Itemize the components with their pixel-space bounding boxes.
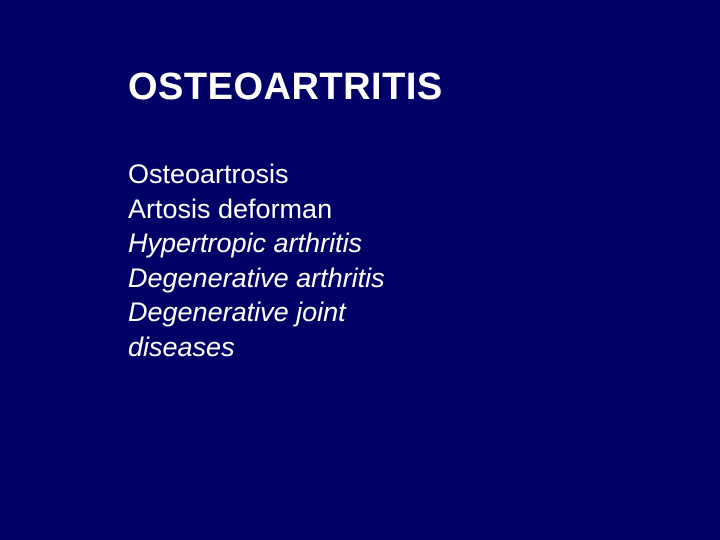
body-line-3: Degenerative arthritis xyxy=(128,261,720,296)
body-line-1: Artosis deforman xyxy=(128,192,720,227)
body-line-0: Osteoartrosis xyxy=(128,157,720,192)
body-line-4: Degenerative joint xyxy=(128,295,720,330)
slide-body: Osteoartrosis Artosis deforman Hypertrop… xyxy=(128,157,720,364)
slide-container: OSTEOARTRITIS Osteoartrosis Artosis defo… xyxy=(0,0,720,364)
body-line-5: diseases xyxy=(128,330,720,365)
slide-title: OSTEOARTRITIS xyxy=(128,66,720,109)
body-line-2: Hypertropic arthritis xyxy=(128,226,720,261)
